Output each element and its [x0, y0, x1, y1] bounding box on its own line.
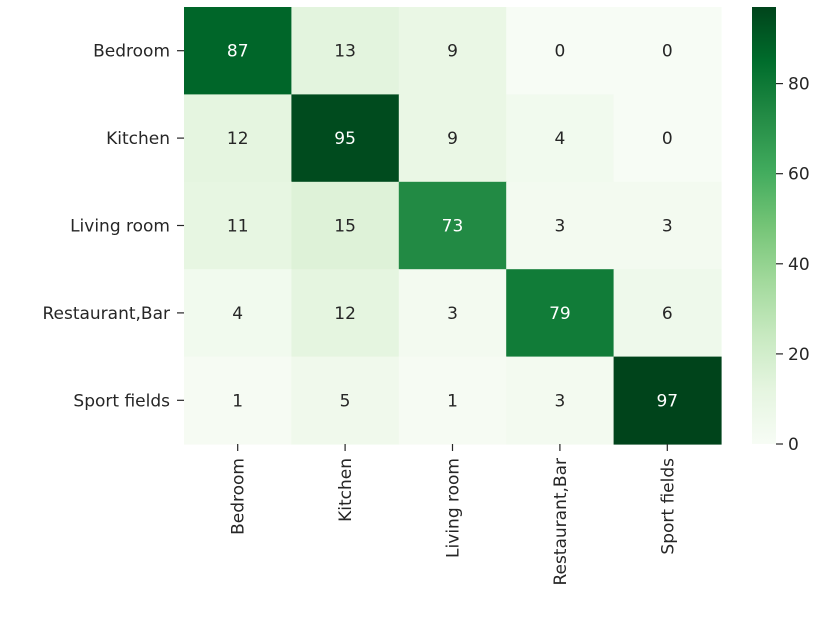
- cell-value-label: 87: [227, 42, 249, 62]
- cell-living-room-sport-fields: [613, 181, 722, 270]
- cell-value-label: 97: [656, 391, 678, 411]
- cell-value-label: 1: [232, 391, 243, 411]
- cell-sport-fields-kitchen: [291, 356, 400, 445]
- cell-living-room-bedroom: [184, 181, 292, 270]
- cell-bedroom-restaurant-bar: [506, 7, 615, 95]
- cell-value-label: 0: [554, 42, 565, 62]
- y-tick-label-bedroom: Bedroom: [93, 42, 170, 62]
- cell-restaurant-bar-sport-fields: [613, 269, 722, 358]
- colorbar-ticks: 0 20 40 60 80: [776, 75, 810, 455]
- cell-kitchen-restaurant-bar: [506, 94, 615, 183]
- cell-value-label: 5: [340, 391, 351, 411]
- cell-value-label: 12: [334, 304, 356, 324]
- x-tick-label-sport-fields: Sport fields: [658, 458, 678, 555]
- cell-annotations: 87 13 9 0 012 95 9 4 011 15 73 3 34 12 3 79 61 5 1 3 97: [227, 42, 678, 412]
- cell-value-label: 73: [442, 217, 464, 237]
- cell-kitchen-living-room: [398, 94, 507, 183]
- y-tick-label-kitchen: Kitchen: [106, 129, 170, 149]
- cell-value-label: 0: [662, 129, 673, 149]
- x-tick-label-living-room: Living room: [444, 458, 464, 558]
- cell-kitchen-bedroom: [184, 94, 292, 183]
- cell-value-label: 3: [662, 217, 673, 237]
- cell-sport-fields-restaurant-bar: [506, 356, 615, 445]
- x-axis: Bedroom Kitchen Living room Restaurant,Bar S…: [229, 444, 678, 586]
- cell-value-label: 9: [447, 42, 458, 62]
- cell-bedroom-kitchen: [291, 7, 400, 95]
- cell-value-label: 95: [334, 129, 356, 149]
- cell-value-label: 15: [334, 217, 356, 237]
- cell-kitchen-kitchen: [291, 94, 400, 183]
- cell-bedroom-sport-fields: [613, 7, 722, 95]
- colorbar: 0 20 40 60 80: [752, 7, 810, 455]
- y-tick-label-restaurant-bar: Restaurant,Bar: [42, 304, 170, 324]
- cell-value-label: 1: [447, 391, 458, 411]
- heatmap-cells: [184, 7, 722, 445]
- colorbar-gradient: [752, 7, 776, 444]
- cell-value-label: 6: [662, 304, 673, 324]
- cell-sport-fields-bedroom: [184, 356, 292, 445]
- cell-value-label: 79: [549, 304, 571, 324]
- colorbar-tick-label: 20: [788, 345, 810, 365]
- cell-sport-fields-sport-fields: [613, 356, 722, 445]
- cell-value-label: 13: [334, 42, 356, 62]
- x-tick-label-bedroom: Bedroom: [229, 458, 249, 535]
- cell-living-room-kitchen: [291, 181, 400, 270]
- x-tick-label-kitchen: Kitchen: [336, 458, 356, 522]
- cell-restaurant-bar-kitchen: [291, 269, 400, 358]
- cell-restaurant-bar-living-room: [398, 269, 507, 358]
- cell-value-label: 0: [662, 42, 673, 62]
- cell-value-label: 9: [447, 129, 458, 149]
- cell-bedroom-living-room: [398, 7, 507, 95]
- colorbar-tick-label: 80: [788, 75, 810, 95]
- colorbar-tick-label: 0: [788, 435, 799, 455]
- colorbar-tick-label: 40: [788, 255, 810, 275]
- x-tick-label-restaurant-bar: Restaurant,Bar: [551, 458, 571, 586]
- cell-living-room-restaurant-bar: [506, 181, 615, 270]
- cell-restaurant-bar-bedroom: [184, 269, 292, 358]
- cell-restaurant-bar-restaurant-bar: [506, 269, 615, 358]
- cell-value-label: 3: [554, 217, 565, 237]
- y-tick-label-living-room: Living room: [70, 217, 170, 237]
- cell-value-label: 4: [232, 304, 243, 324]
- y-tick-label-sport-fields: Sport fields: [73, 391, 170, 411]
- cell-value-label: 3: [447, 304, 458, 324]
- cell-kitchen-sport-fields: [613, 94, 722, 183]
- cell-sport-fields-living-room: [398, 356, 507, 445]
- colorbar-tick-label: 60: [788, 165, 810, 185]
- cell-living-room-living-room: [398, 181, 507, 270]
- cell-value-label: 4: [554, 129, 565, 149]
- y-axis: Bedroom Kitchen Living room Restaurant,Bar S…: [42, 42, 184, 411]
- cell-value-label: 3: [554, 391, 565, 411]
- cell-value-label: 11: [227, 217, 249, 237]
- cell-value-label: 12: [227, 129, 249, 149]
- cell-bedroom-bedroom: [184, 7, 292, 95]
